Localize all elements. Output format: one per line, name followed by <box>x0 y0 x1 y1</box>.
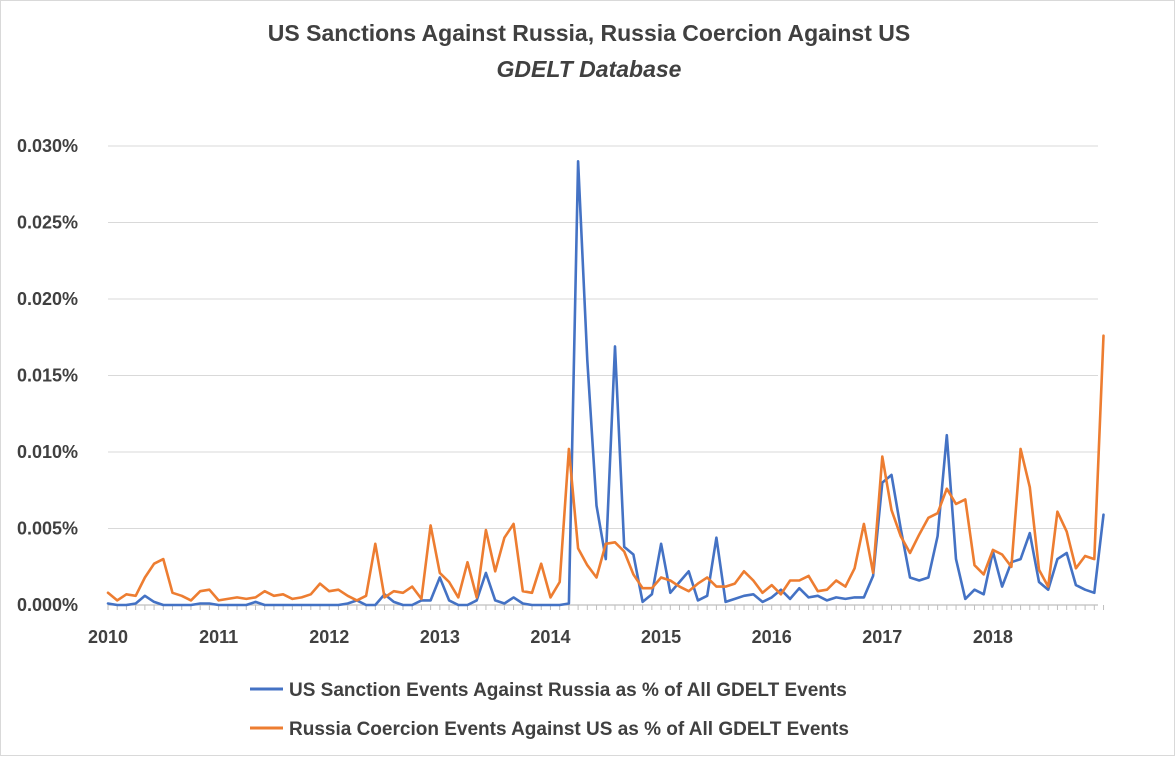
y-tick-label: 0.005% <box>17 519 78 539</box>
x-tick-label: 2018 <box>973 627 1013 647</box>
y-tick-label: 0.030% <box>17 136 78 156</box>
chart-subtitle: GDELT Database <box>497 56 682 82</box>
y-tick-label: 0.020% <box>17 289 78 309</box>
series-line-us-sanctions <box>106 160 1105 607</box>
legend: US Sanction Events Against Russia as % o… <box>250 680 849 740</box>
x-tick-label: 2017 <box>862 627 902 647</box>
x-axis-ticks: 2010 2011 2012 2013 2014 2015 2016 2017 2018 <box>88 605 1105 647</box>
legend-label: Russia Coercion Events Against US as % o… <box>289 719 849 740</box>
x-tick-label: 2016 <box>752 627 792 647</box>
y-tick-label: 0.000% <box>17 595 78 615</box>
x-tick-label: 2012 <box>309 627 349 647</box>
x-tick-label: 2015 <box>641 627 681 647</box>
y-tick-label: 0.025% <box>17 213 78 233</box>
x-tick-label: 2010 <box>88 627 128 647</box>
y-tick-label: 0.010% <box>17 442 78 462</box>
series-line-russia-coercion <box>106 334 1105 602</box>
x-tick-label: 2013 <box>420 627 460 647</box>
legend-label: US Sanction Events Against Russia as % o… <box>289 680 847 701</box>
series-lines <box>106 160 1105 607</box>
x-tick-label: 2011 <box>199 627 238 647</box>
y-axis-ticks: 0.000% 0.005% 0.010% 0.015% 0.020% 0.025% 0.03… <box>17 136 78 615</box>
y-tick-label: 0.015% <box>17 366 78 386</box>
chart-title: US Sanctions Against Russia, Russia Coer… <box>268 20 910 46</box>
gridlines <box>108 145 1098 529</box>
x-tick-label: 2014 <box>530 627 570 647</box>
